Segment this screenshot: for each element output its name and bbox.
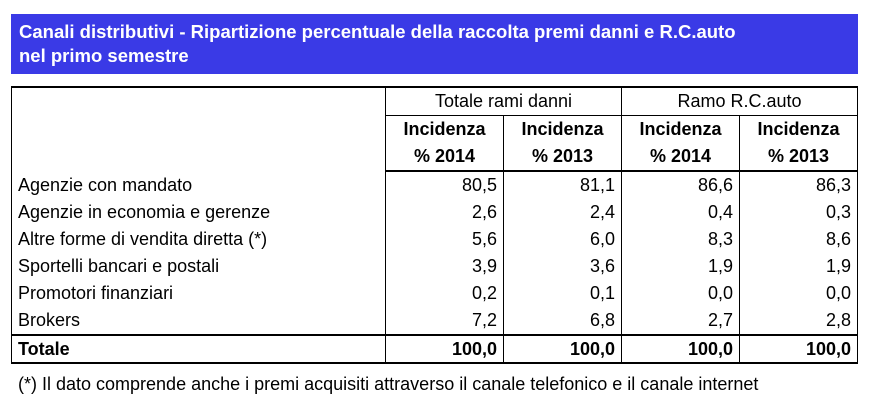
header-sub-line-1: Incidenza (403, 119, 486, 139)
total-value: 100,0 (503, 334, 623, 364)
row-value: 8,6 (739, 226, 859, 253)
header-incidenza-2014-rcauto: Incidenza % 2014 (621, 115, 741, 172)
row-value: 6,8 (503, 307, 623, 335)
row-value: 0,2 (385, 280, 504, 307)
row-value: 80,5 (385, 171, 504, 199)
row-value: 86,6 (621, 171, 741, 199)
row-value: 0,0 (621, 280, 741, 307)
header-incidenza-2013-danni: Incidenza % 2013 (503, 115, 623, 172)
footnote: (*) Il dato comprende anche i premi acqu… (18, 374, 759, 394)
row-label: Promotori finanziari (11, 280, 386, 307)
table-row: Brokers 7,2 6,8 2,7 2,8 (11, 307, 859, 335)
header-empty-cell (11, 86, 386, 171)
header-sub-line-2: % 2013 (531, 146, 594, 166)
table-title-line-2: nel primo semestre (19, 45, 189, 66)
row-value: 3,6 (503, 253, 623, 280)
total-row: Totale 100,0 100,0 100,0 100,0 (11, 334, 859, 364)
row-value: 5,6 (385, 226, 504, 253)
header-sub-line-2: % 2013 (767, 146, 830, 166)
row-value: 81,1 (503, 171, 623, 199)
header-sub-line-1: Incidenza (757, 119, 840, 139)
row-label: Agenzie in economia e gerenze (11, 199, 386, 226)
header-group-ramo-rc-auto: Ramo R.C.auto (621, 86, 859, 116)
row-value: 0,1 (503, 280, 623, 307)
row-value: 0,3 (739, 199, 859, 226)
row-value: 2,4 (503, 199, 623, 226)
table-title: Canali distributivi - Ripartizione perce… (11, 14, 858, 74)
row-value: 1,9 (621, 253, 741, 280)
row-value: 2,8 (739, 307, 859, 335)
header-incidenza-2013-rcauto: Incidenza % 2013 (739, 115, 859, 172)
table-row: Sportelli bancari e postali 3,9 3,6 1,9 … (11, 253, 859, 280)
row-value: 0,4 (621, 199, 741, 226)
table-row: Agenzie in economia e gerenze 2,6 2,4 0,… (11, 199, 859, 226)
header-sub-line-1: Incidenza (521, 119, 604, 139)
row-label: Sportelli bancari e postali (11, 253, 386, 280)
total-value: 100,0 (385, 334, 504, 364)
row-label: Altre forme di vendita diretta (*) (11, 226, 386, 253)
table-row: Altre forme di vendita diretta (*) 5,6 6… (11, 226, 859, 253)
total-value: 100,0 (739, 334, 859, 364)
header-sub-line-1: Incidenza (639, 119, 722, 139)
header-sub-line-2: % 2014 (649, 146, 712, 166)
row-value: 6,0 (503, 226, 623, 253)
row-value: 86,3 (739, 171, 859, 199)
total-label: Totale (11, 334, 386, 364)
row-value: 8,3 (621, 226, 741, 253)
row-value: 3,9 (385, 253, 504, 280)
row-label: Agenzie con mandato (11, 171, 386, 199)
row-value: 7,2 (385, 307, 504, 335)
header-incidenza-2014-danni: Incidenza % 2014 (385, 115, 504, 172)
table-title-line-1: Canali distributivi - Ripartizione perce… (19, 21, 736, 42)
row-value: 1,9 (739, 253, 859, 280)
table-row: Promotori finanziari 0,2 0,1 0,0 0,0 (11, 280, 859, 307)
row-label: Brokers (11, 307, 386, 335)
header-group-totale-rami-danni: Totale rami danni (385, 86, 623, 116)
row-value: 2,7 (621, 307, 741, 335)
distribution-table: Totale rami danni Ramo R.C.auto Incidenz… (11, 86, 859, 364)
total-value: 100,0 (621, 334, 741, 364)
row-value: 0,0 (739, 280, 859, 307)
table-row: Agenzie con mandato 80,5 81,1 86,6 86,3 (11, 171, 859, 199)
row-value: 2,6 (385, 199, 504, 226)
header-sub-line-2: % 2014 (413, 146, 476, 166)
